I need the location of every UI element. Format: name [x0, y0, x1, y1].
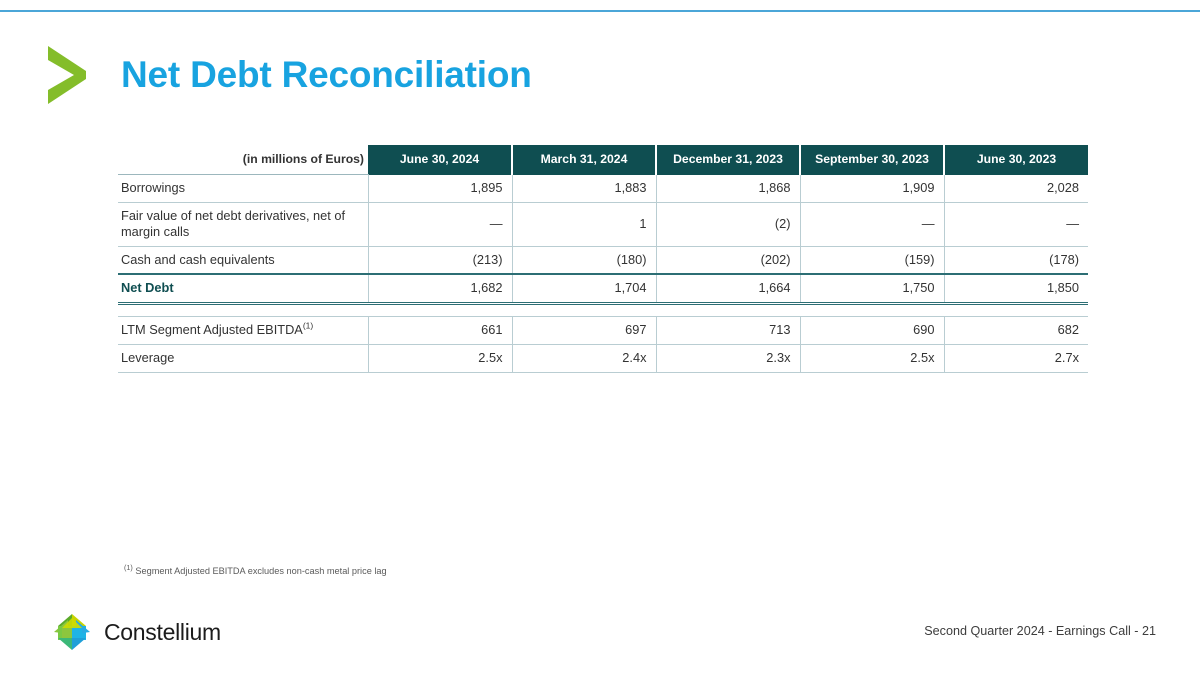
cell-value: 2.5x [800, 344, 945, 373]
cell-value: 1,850 [944, 273, 1088, 305]
cell-value: 713 [656, 315, 801, 345]
table-header: (in millions of Euros) June 30, 2024 Mar… [118, 145, 1088, 175]
cell-value: (202) [656, 246, 801, 275]
cell-value: 1,682 [368, 273, 513, 305]
table-header-row: (in millions of Euros) June 30, 2024 Mar… [118, 145, 1088, 175]
footer-meta: Second Quarter 2024 - Earnings Call - 21 [924, 624, 1156, 638]
row-label: Borrowings [118, 174, 369, 203]
page-title: Net Debt Reconciliation [121, 54, 532, 95]
table-row-borrowings: Borrowings 1,895 1,883 1,868 1,909 2,028 [118, 174, 1088, 203]
table-row-leverage: Leverage 2.5x 2.4x 2.3x 2.5x 2.7x [118, 344, 1088, 373]
cell-value: 2.4x [512, 344, 657, 373]
cell-value: 2.3x [656, 344, 801, 373]
cell-value: 2.7x [944, 344, 1088, 373]
spacer-cell [368, 303, 512, 316]
spacer-cell [800, 303, 944, 316]
cell-value: 1,664 [656, 273, 801, 305]
column-header-jun-30-2023: June 30, 2023 [944, 145, 1088, 175]
column-header-unit: (in millions of Euros) [118, 145, 368, 175]
cell-value: 1 [512, 202, 657, 247]
slide-title-block: Net Debt Reconciliation [46, 44, 532, 106]
row-label: Cash and cash equivalents [118, 246, 369, 275]
table-spacer-row [118, 303, 1088, 316]
column-header-jun-30-2024: June 30, 2024 [368, 145, 513, 175]
chevron-right-icon [48, 46, 86, 104]
footnote-marker: (1) [302, 320, 314, 331]
cell-value: 2,028 [944, 174, 1088, 203]
spacer-cell [118, 303, 368, 316]
cell-value: 661 [368, 315, 513, 345]
table-body: Borrowings 1,895 1,883 1,868 1,909 2,028… [118, 174, 1088, 373]
spacer-cell [512, 303, 656, 316]
table-row-fair-value-net-debt-derivatives: Fair value of net debt derivatives, net … [118, 202, 1088, 247]
footnote-text: Segment Adjusted EBITDA excludes non-cas… [135, 566, 387, 576]
row-label: Leverage [118, 344, 369, 373]
cell-value: — [944, 202, 1088, 247]
cell-value: 1,883 [512, 174, 657, 203]
cell-value: 1,704 [512, 273, 657, 305]
cell-value: 1,895 [368, 174, 513, 203]
cell-value: — [800, 202, 945, 247]
cell-value: (180) [512, 246, 657, 275]
cell-value: — [368, 202, 513, 247]
table-row-cash-and-cash-equivalents: Cash and cash equivalents (213) (180) (2… [118, 246, 1088, 275]
column-header-dec-31-2023: December 31, 2023 [656, 145, 801, 175]
column-header-mar-31-2024: March 31, 2024 [512, 145, 657, 175]
net-debt-table: (in millions of Euros) June 30, 2024 Mar… [118, 145, 1088, 373]
spacer-cell [656, 303, 800, 316]
row-label: Fair value of net debt derivatives, net … [118, 202, 369, 247]
brand-name: Constellium [104, 618, 221, 645]
table-row-ltm-segment-adjusted-ebitda: LTM Segment Adjusted EBITDA(1) 661 697 7… [118, 315, 1088, 345]
cell-value: (213) [368, 246, 513, 275]
cell-value: 682 [944, 315, 1088, 345]
cell-value: 1,750 [800, 273, 945, 305]
slide-footnote: (1) Segment Adjusted EBITDA excludes non… [124, 562, 387, 576]
cell-value: 1,868 [656, 174, 801, 203]
cell-value: 1,909 [800, 174, 945, 203]
row-label-text: LTM Segment Adjusted EBITDA [121, 322, 303, 338]
table-row-net-debt: Net Debt 1,682 1,704 1,664 1,750 1,850 [118, 273, 1088, 305]
cell-value: (159) [800, 246, 945, 275]
net-debt-table-wrap: (in millions of Euros) June 30, 2024 Mar… [118, 145, 1088, 373]
cell-value: 2.5x [368, 344, 513, 373]
constellium-diamond-icon [54, 614, 90, 650]
cell-value: (178) [944, 246, 1088, 275]
row-label: LTM Segment Adjusted EBITDA(1) [118, 315, 369, 345]
spacer-cell [944, 303, 1088, 316]
footnote-marker: (1) [124, 562, 133, 572]
column-header-sep-30-2023: September 30, 2023 [800, 145, 945, 175]
row-label: Net Debt [118, 273, 369, 305]
cell-value: 690 [800, 315, 945, 345]
brand-logo: Constellium [52, 612, 221, 652]
top-accent-rule [0, 10, 1200, 12]
cell-value: 697 [512, 315, 657, 345]
cell-value: (2) [656, 202, 801, 247]
